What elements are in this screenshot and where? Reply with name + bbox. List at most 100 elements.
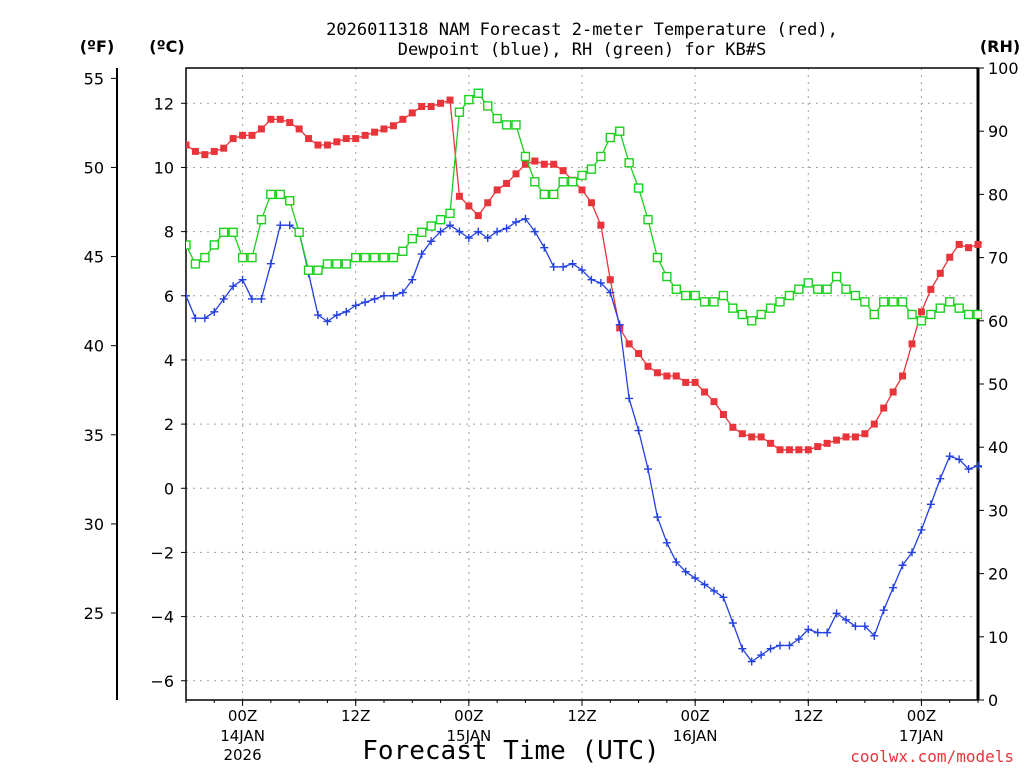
series-layer (186, 88, 991, 666)
dew-point (248, 294, 256, 303)
dew-point (945, 452, 954, 461)
temp-point (691, 378, 699, 386)
dew-point (625, 394, 634, 403)
rh-point (615, 126, 625, 136)
rh-point (690, 290, 700, 301)
rh-point (435, 214, 446, 225)
dew-point (389, 291, 398, 300)
x-tick-time-label: 12Z (567, 707, 596, 725)
temp-point (201, 151, 209, 159)
dew-point (719, 593, 728, 602)
rh-point (879, 297, 889, 307)
dew-point (257, 294, 266, 303)
temp-point (437, 99, 445, 107)
temp-point (239, 131, 247, 139)
dew-point (870, 631, 879, 640)
dew-point (210, 307, 219, 316)
rh-point (709, 297, 719, 307)
rh-point (888, 297, 898, 307)
temp-point (267, 115, 275, 123)
rh-point (718, 290, 729, 301)
celsius-tick-label: 0 (164, 479, 174, 498)
dew-series-line (186, 218, 982, 663)
rh-point (275, 189, 285, 200)
rh-point (728, 303, 738, 313)
rh-point (379, 252, 389, 263)
fahrenheit-tick-label: 35 (84, 426, 104, 445)
temp-point (474, 212, 482, 220)
rh-point (935, 303, 945, 313)
rh-point (869, 309, 879, 320)
rh-point (850, 290, 861, 301)
rh-point (313, 265, 323, 275)
dew-point (521, 214, 530, 223)
dew-point (436, 227, 445, 236)
dew-point (229, 282, 238, 291)
temp-point (870, 420, 878, 428)
temp-point (389, 122, 397, 130)
dew-point (417, 250, 426, 259)
fahrenheit-tick-label: 55 (84, 69, 104, 88)
temp-point (342, 135, 350, 143)
rh-point (775, 297, 785, 307)
celsius-tick-label: −6 (150, 672, 174, 691)
x-tick-date-label: 14JAN (220, 727, 265, 745)
dew-point (776, 641, 784, 650)
rh-point (237, 252, 248, 263)
dew-point (238, 275, 247, 284)
rh-point (784, 290, 795, 301)
temp-point (644, 362, 652, 370)
rh-point (445, 208, 455, 219)
rh-point (954, 303, 964, 313)
chart-title-line-1: 2026011318 NAM Forecast 2-meter Temperat… (326, 20, 838, 40)
dew-point (879, 606, 888, 615)
rh-point (426, 221, 436, 231)
dew-point (728, 619, 737, 628)
temp-point (899, 372, 907, 380)
temp-point (191, 147, 199, 155)
rh-point (558, 177, 568, 187)
rh-point (765, 303, 776, 313)
rh-point (803, 278, 813, 288)
rh-tick-label: 30 (988, 501, 1008, 520)
temp-point (550, 160, 558, 168)
celsius-tick-label: 4 (164, 351, 174, 370)
dew-point (804, 625, 813, 634)
dew-point (587, 275, 596, 284)
temp-point (635, 350, 643, 358)
temp-point (512, 170, 520, 178)
rh-point (643, 214, 653, 225)
rh-point (294, 227, 304, 238)
rh-point (219, 227, 229, 238)
temp-point (946, 253, 954, 261)
x-tick-date-label: 15JAN (446, 727, 491, 745)
rh-point (520, 151, 531, 162)
fahrenheit-tick-label: 40 (84, 337, 104, 356)
rh-point (652, 252, 663, 263)
rh-point (200, 252, 210, 263)
temp-point (653, 369, 661, 377)
dew-point (842, 615, 850, 624)
celsius-tick-label: 2 (164, 415, 174, 434)
dew-point (615, 320, 624, 329)
temp-point (984, 238, 991, 245)
dew-point (285, 221, 294, 230)
rh-point (332, 259, 342, 269)
dew-point (464, 234, 473, 243)
dew-point (380, 291, 388, 300)
dew-point (200, 314, 209, 323)
dew-point (662, 538, 671, 547)
rh-point (841, 284, 851, 294)
source-credit: coolwx.com/models (850, 747, 1014, 766)
x-axis-label: Forecast Time (UTC) (362, 736, 659, 766)
dew-point (219, 294, 228, 303)
celsius-tick-label: −4 (150, 608, 174, 627)
dew-point (634, 426, 643, 435)
rh-point (285, 196, 295, 206)
rh-point (860, 297, 870, 307)
rh-point (822, 284, 832, 294)
dew-point (644, 465, 652, 474)
temp-point (314, 141, 322, 149)
dew-point (493, 227, 502, 236)
